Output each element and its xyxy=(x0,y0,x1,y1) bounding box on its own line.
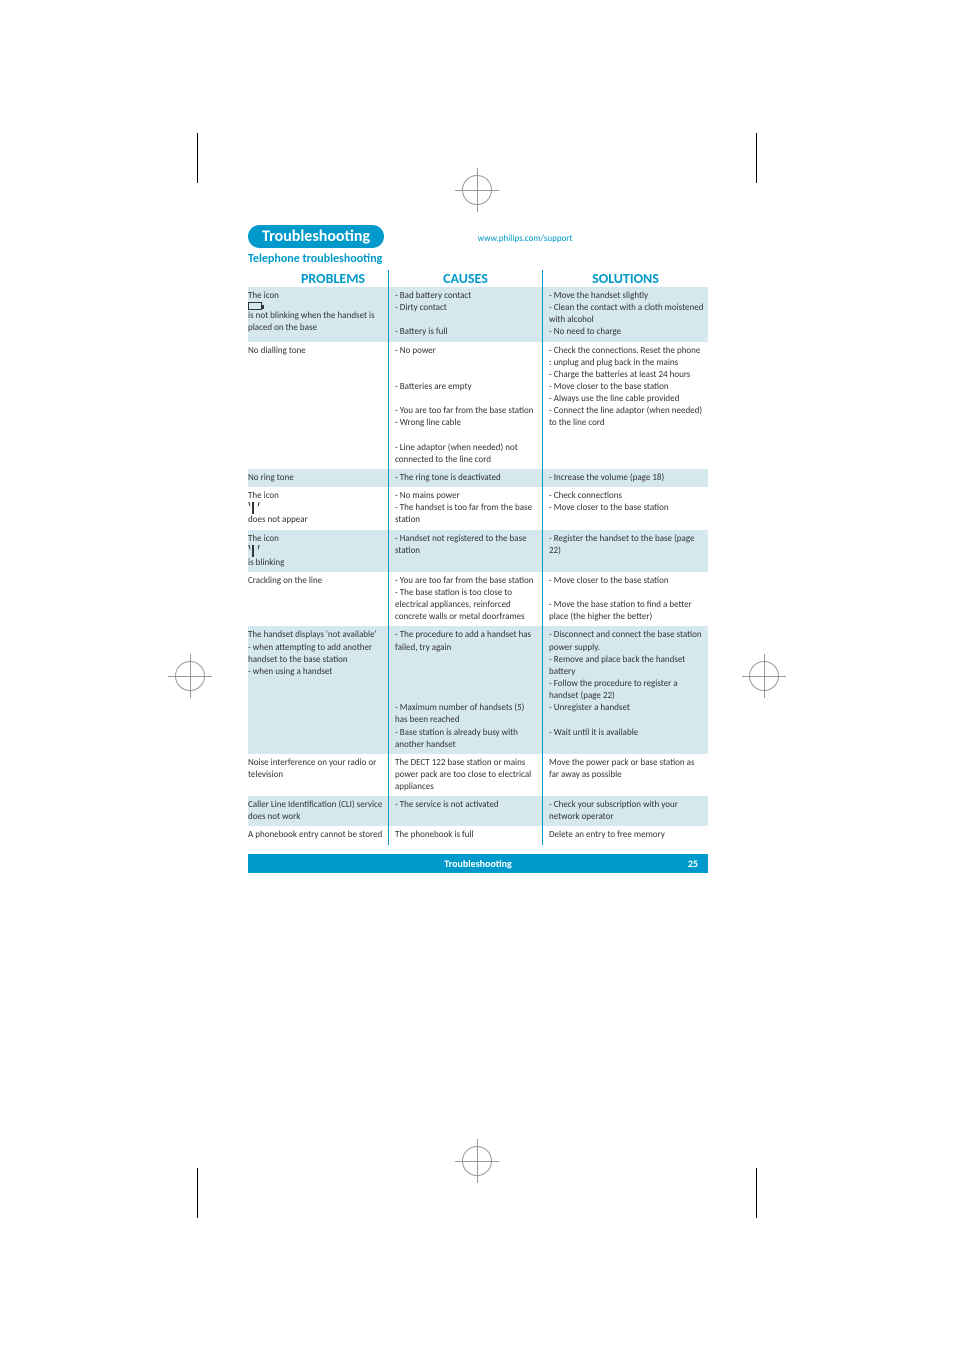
problem-cell: The handset displays 'not available'- wh… xyxy=(248,626,388,753)
cause-cell: - No mains power- The handset is too far… xyxy=(388,487,543,529)
crop-mark xyxy=(197,133,198,183)
problem-cell: No ring tone xyxy=(248,469,388,487)
solution-cell: Delete an entry to free memory xyxy=(543,826,708,844)
problem-cell: The icon is blinking xyxy=(248,530,388,572)
crop-mark xyxy=(756,1168,757,1218)
subtitle: Telephone troubleshooting xyxy=(248,252,708,266)
antenna-icon xyxy=(248,502,258,514)
table-row: A phonebook entry cannot be storedThe ph… xyxy=(248,826,708,844)
registration-mark-icon xyxy=(749,661,779,691)
solution-cell: - Register the handset to the base (page… xyxy=(543,530,708,572)
problem-cell: Crackling on the line xyxy=(248,572,388,627)
problem-cell: A phonebook entry cannot be stored xyxy=(248,826,388,844)
battery-icon xyxy=(248,302,262,310)
table-row: Crackling on the line- You are too far f… xyxy=(248,572,708,627)
problem-cell: Caller Line Identification (CLI) service… xyxy=(248,796,388,826)
problem-cell: Noise interference on your radio or tele… xyxy=(248,754,388,796)
cause-cell: - The ring tone is deactivated xyxy=(388,469,543,487)
table-row: Noise interference on your radio or tele… xyxy=(248,754,708,796)
table-body: The icon is not blinking when the handse… xyxy=(248,287,708,845)
registration-mark-icon xyxy=(462,175,492,205)
problem-cell: The icon is not blinking when the handse… xyxy=(248,287,388,342)
solution-cell: - Increase the volume (page 18) xyxy=(543,469,708,487)
cause-cell: - The service is not activated xyxy=(388,796,543,826)
cause-cell: - No power - Batteries are empty - You a… xyxy=(388,342,543,469)
table-header: PROBLEMS CAUSES SOLUTIONS xyxy=(248,270,708,287)
col-header-solutions: SOLUTIONS xyxy=(543,270,708,287)
registration-mark-icon xyxy=(175,661,205,691)
cause-cell: The DECT 122 base station or mains power… xyxy=(388,754,543,796)
cause-cell: - You are too far from the base station-… xyxy=(388,572,543,627)
solution-cell: - Check the connections. Reset the phone… xyxy=(543,342,708,469)
solution-cell: - Check connections- Move closer to the … xyxy=(543,487,708,529)
table-row: Caller Line Identification (CLI) service… xyxy=(248,796,708,826)
crop-mark xyxy=(197,1168,198,1218)
cause-cell: - Handset not registered to the base sta… xyxy=(388,530,543,572)
page-number: 25 xyxy=(688,857,698,870)
col-header-problems: PROBLEMS xyxy=(248,270,388,287)
section-pill: Troubleshooting xyxy=(248,225,384,248)
cause-cell: - Bad battery contact- Dirty contact - B… xyxy=(388,287,543,342)
cause-cell: - The procedure to add a handset has fai… xyxy=(388,626,543,753)
support-url: www.philips.com/support xyxy=(478,233,573,244)
solution-cell: - Disconnect and connect the base statio… xyxy=(543,626,708,753)
page-footer: Troubleshooting 25 xyxy=(248,854,708,873)
solution-cell: - Move closer to the base station - Move… xyxy=(543,572,708,627)
crop-mark xyxy=(756,133,757,183)
solution-cell: Move the power pack or base station as f… xyxy=(543,754,708,796)
registration-mark-icon xyxy=(462,1146,492,1176)
problem-cell: No dialling tone xyxy=(248,342,388,469)
header-row: Troubleshooting www.philips.com/support xyxy=(248,225,708,248)
page-content: Troubleshooting www.philips.com/support … xyxy=(248,225,708,845)
table-row: No dialling tone- No power - Batteries a… xyxy=(248,342,708,469)
footer-label: Troubleshooting xyxy=(444,857,512,870)
solution-cell: - Move the handset slightly- Clean the c… xyxy=(543,287,708,342)
col-header-causes: CAUSES xyxy=(388,270,543,287)
table-row: The handset displays 'not available'- wh… xyxy=(248,626,708,753)
table-row: The icon is blinking- Handset not regist… xyxy=(248,530,708,572)
antenna-icon xyxy=(248,545,258,557)
table-row: The icon is not blinking when the handse… xyxy=(248,287,708,342)
cause-cell: The phonebook is full xyxy=(388,826,543,844)
table-row: No ring tone- The ring tone is deactivat… xyxy=(248,469,708,487)
problem-cell: The icon does not appear xyxy=(248,487,388,529)
table-row: The icon does not appear- No mains power… xyxy=(248,487,708,529)
solution-cell: - Check your subscription with your netw… xyxy=(543,796,708,826)
